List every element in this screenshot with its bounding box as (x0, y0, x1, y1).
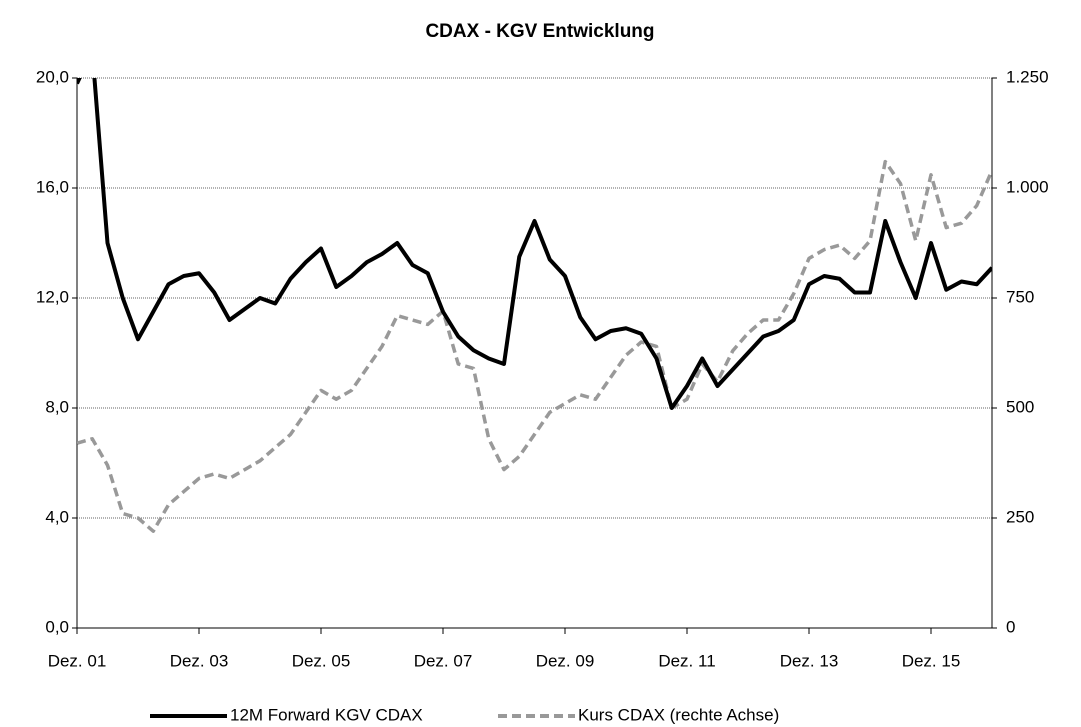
series-line (77, 159, 992, 533)
chart-title: CDAX - KGV Entwicklung (425, 21, 654, 42)
y-tick-label: 20,0 (36, 67, 69, 86)
x-tick-label: Dez. 03 (170, 651, 229, 670)
legend-label: Kurs CDAX (rechte Achse) (578, 705, 779, 724)
x-tick-label: Dez. 13 (780, 651, 839, 670)
y2-tick-label: 500 (1006, 397, 1034, 416)
y2-tick-label: 1.250 (1006, 67, 1049, 86)
y-tick-label: 16,0 (36, 177, 69, 196)
x-tick-label: Dez. 07 (414, 651, 473, 670)
y2-tick-label: 750 (1006, 287, 1034, 306)
y2-tick-label: 0 (1006, 617, 1015, 636)
y-tick-label: 12,0 (36, 287, 69, 306)
y-tick-label: 4,0 (45, 507, 69, 526)
legend-label: 12M Forward KGV CDAX (230, 705, 423, 724)
x-tick-label: Dez. 05 (292, 651, 351, 670)
plot-area (77, 78, 992, 533)
y-tick-label: 0,0 (45, 617, 69, 636)
y2-tick-label: 1.000 (1006, 177, 1049, 196)
y-tick-label: 8,0 (45, 397, 69, 416)
x-tick-label: Dez. 01 (48, 651, 107, 670)
x-tick-label: Dez. 11 (658, 651, 715, 670)
x-tick-label: Dez. 15 (902, 651, 961, 670)
y2-tick-label: 250 (1006, 507, 1034, 526)
x-tick-label: Dez. 09 (536, 651, 595, 670)
series-line (77, 78, 992, 410)
